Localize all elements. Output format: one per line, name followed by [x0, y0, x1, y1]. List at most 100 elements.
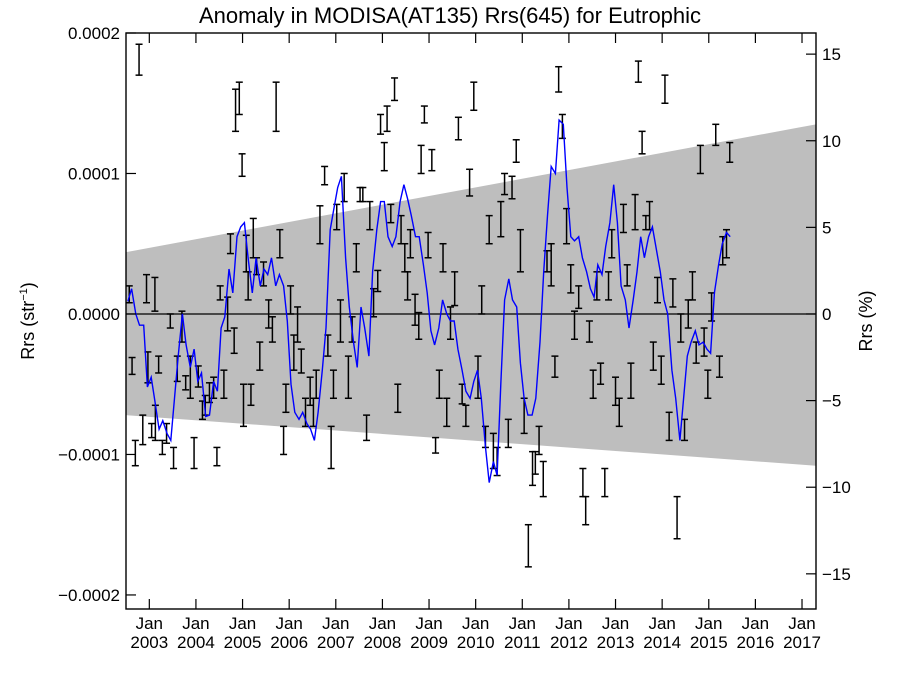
error-bar — [224, 296, 232, 332]
x-tick-month-label: Jan — [415, 614, 442, 633]
error-bar — [608, 228, 616, 259]
error-bar — [567, 264, 575, 294]
error-bar — [363, 414, 371, 442]
error-bar — [669, 278, 677, 308]
error-bar — [704, 369, 712, 400]
plot-area — [125, 32, 817, 610]
error-bar — [182, 375, 190, 391]
error-bar — [139, 414, 147, 446]
error-bar — [638, 130, 646, 155]
error-bar — [466, 168, 474, 197]
error-bar — [329, 369, 337, 400]
error-bar — [443, 397, 451, 428]
error-bar — [321, 165, 329, 186]
x-tick-month-label: Jan — [229, 614, 256, 633]
error-bar — [512, 139, 520, 163]
x-tick-year-label: 2014 — [643, 633, 681, 652]
error-bar — [661, 74, 669, 104]
y-tick-left-label: 0.0000 — [68, 305, 120, 324]
error-bar — [504, 418, 512, 449]
error-bar — [230, 327, 238, 355]
error-bar — [700, 327, 708, 357]
y-tick-right-label: −10 — [822, 478, 851, 497]
error-bar — [235, 81, 243, 116]
error-bar — [387, 203, 395, 224]
x-tick-year-label: 2007 — [317, 633, 355, 652]
y-axis-left-label-main: Rrs (str — [18, 301, 38, 360]
y-axis-right: 15 10 5 0 −5 −10 −15 — [806, 45, 851, 584]
x-tick-month-label: Jan — [322, 614, 349, 633]
error-bar — [148, 422, 156, 439]
error-bar — [220, 369, 228, 400]
error-bar — [297, 348, 305, 374]
error-bar — [665, 411, 673, 442]
error-bar — [166, 313, 174, 329]
error-bar — [446, 306, 454, 341]
x-tick-month-label: Jan — [788, 614, 815, 633]
error-bar — [612, 376, 620, 407]
y-tick-right-label: 0 — [822, 305, 831, 324]
error-bar — [276, 228, 284, 259]
error-bar — [158, 439, 166, 456]
error-bar — [272, 81, 280, 133]
error-bar — [336, 299, 344, 343]
error-bar — [265, 299, 273, 329]
x-tick-year-label: 2015 — [690, 633, 728, 652]
error-bar — [451, 271, 459, 307]
y-tick-right-label: 10 — [822, 132, 841, 151]
error-bar — [256, 341, 264, 371]
x-tick-month-label: Jan — [182, 614, 209, 633]
y-tick-right-label: −15 — [822, 565, 851, 584]
error-bar — [435, 369, 443, 400]
x-axis: Jan2003Jan2004Jan2005Jan2006Jan2007Jan20… — [130, 33, 821, 652]
error-bar — [415, 311, 423, 341]
y-axis-right-label: Rrs (%) — [856, 291, 876, 352]
error-bar — [497, 200, 505, 238]
x-tick-year-label: 2010 — [457, 633, 495, 652]
error-bar — [306, 376, 314, 407]
error-bar — [170, 446, 178, 470]
error-bar — [380, 141, 388, 172]
error-bar — [344, 355, 352, 400]
y-tick-right-label: −5 — [822, 392, 841, 411]
error-bar — [406, 228, 414, 259]
error-bar — [551, 355, 559, 378]
error-bar — [282, 383, 290, 414]
error-bar — [524, 523, 532, 568]
x-tick-year-label: 2004 — [177, 633, 215, 652]
y-tick-right-label: 5 — [822, 218, 831, 237]
error-bar — [485, 214, 493, 245]
error-bar — [627, 362, 635, 400]
error-bars — [125, 43, 734, 568]
y-tick-right-label: 15 — [822, 45, 841, 64]
error-bar — [280, 425, 288, 456]
error-bar — [377, 113, 385, 135]
error-bar — [601, 467, 609, 498]
error-bar — [316, 205, 324, 245]
error-bar — [327, 425, 335, 470]
plot-frame — [125, 32, 817, 610]
x-tick-month-label: Jan — [555, 614, 582, 633]
error-bar — [605, 271, 613, 301]
error-bar — [539, 460, 547, 498]
error-bar — [677, 313, 685, 343]
x-tick-year-label: 2005 — [224, 633, 262, 652]
error-bar — [531, 450, 539, 475]
error-bar — [673, 495, 681, 540]
error-bar — [575, 285, 583, 310]
error-bar — [726, 141, 734, 163]
error-bar — [478, 285, 486, 315]
error-bar — [232, 88, 240, 133]
error-bar — [131, 439, 139, 467]
error-bar — [391, 77, 399, 102]
error-bar — [501, 172, 509, 196]
error-bar — [454, 116, 462, 141]
error-bar — [555, 65, 563, 93]
error-bar — [155, 355, 163, 374]
error-bar — [585, 320, 593, 343]
error-bar — [696, 144, 704, 175]
error-bar — [239, 383, 247, 428]
x-tick-month-label: Jan — [602, 614, 629, 633]
error-bar — [424, 231, 432, 259]
